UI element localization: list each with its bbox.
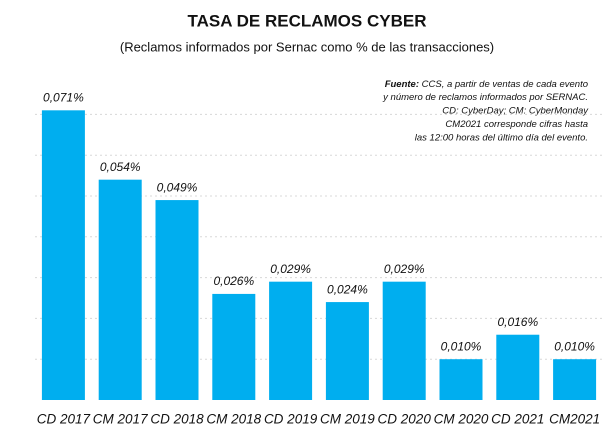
bar: [212, 293, 256, 400]
bar: [98, 179, 142, 400]
bar: [41, 110, 85, 400]
chart-subtitle: (Reclamos informados por Sernac como % d…: [120, 39, 494, 54]
x-tick-label: CM2021: [549, 412, 600, 427]
x-tick-label: CM 2017: [93, 412, 148, 427]
value-label: 0,024%: [327, 282, 368, 296]
x-tick-label: CM 2018: [206, 412, 261, 427]
note-text: CD: CyberDay; CM: CyberMonday: [442, 106, 589, 117]
x-tick-label: CD 2017: [37, 412, 91, 427]
value-label: 0,049%: [157, 180, 198, 194]
x-tick-label: CD 2019: [264, 412, 318, 427]
bar: [382, 281, 426, 400]
value-label: 0,071%: [43, 90, 84, 104]
note-text: las 12:00 horas del último día del event…: [415, 133, 588, 144]
chart-title: TASA DE RECLAMOS CYBER: [188, 11, 427, 30]
x-tick-label: CD 2021: [491, 412, 544, 427]
value-label: 0,010%: [441, 339, 482, 353]
x-tick-label: CM 2019: [320, 412, 375, 427]
value-label: 0,026%: [213, 274, 254, 288]
value-label: 0,016%: [497, 315, 538, 329]
x-tick-label: CD 2020: [378, 412, 432, 427]
bar: [325, 302, 369, 400]
value-label: 0,029%: [270, 262, 311, 276]
bar: [439, 359, 483, 400]
x-tick-label: CD 2018: [150, 412, 204, 427]
note-text: y número de reclamos informados por SERN…: [382, 92, 588, 103]
note-line: Fuente: CCS, a partir de ventas de cada …: [385, 79, 588, 90]
bar: [496, 334, 540, 400]
bar: [553, 359, 597, 400]
value-label: 0,010%: [554, 339, 595, 353]
value-label: 0,054%: [100, 160, 141, 174]
note-label: Fuente:: [385, 79, 419, 90]
x-tick-label: CM 2020: [434, 412, 489, 427]
bar: [155, 200, 199, 400]
value-label: 0,029%: [384, 262, 425, 276]
note-text: CM2021 corresponde cifras hasta: [445, 119, 588, 130]
bar: [269, 281, 313, 400]
note-text: CCS, a partir de ventas de cada evento: [422, 79, 588, 90]
